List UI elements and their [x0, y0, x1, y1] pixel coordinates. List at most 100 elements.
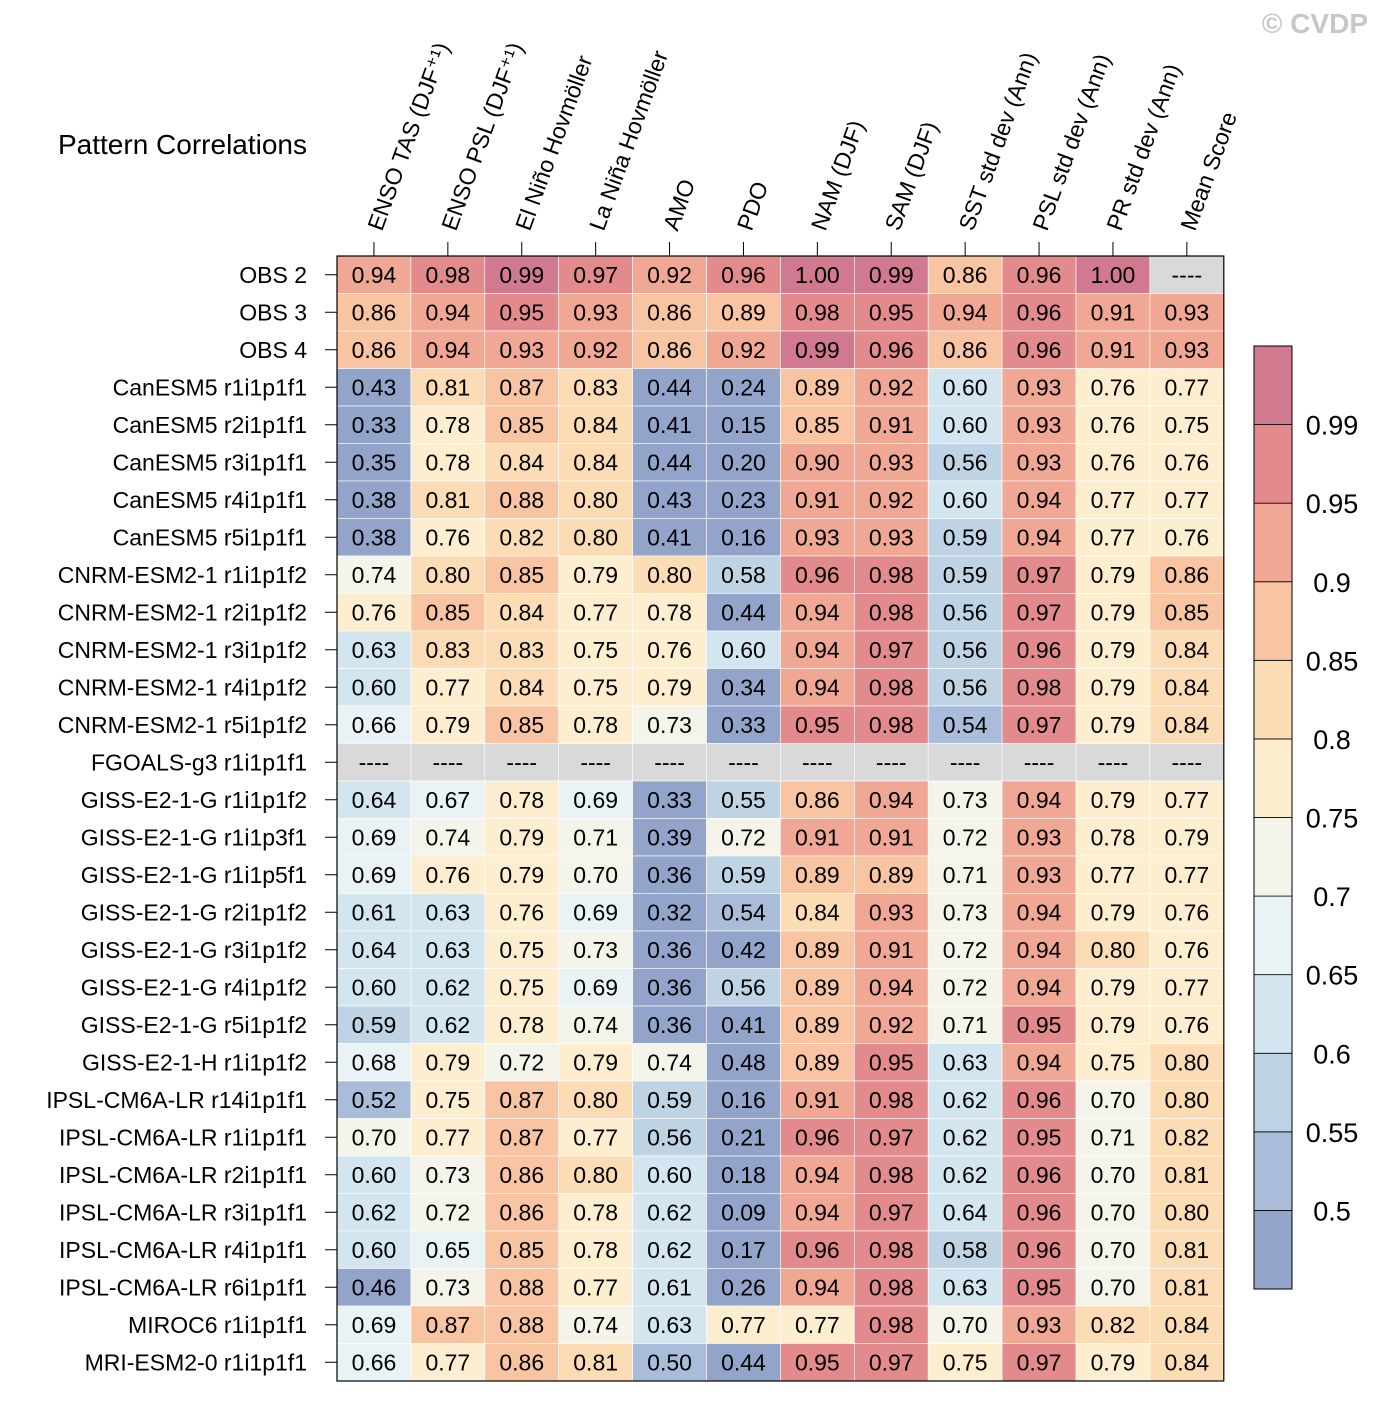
heatmap-cell: [780, 855, 855, 894]
heatmap-cell: [410, 555, 486, 594]
cell-value: 0.72: [943, 937, 988, 963]
cell-value: 0.72: [943, 824, 988, 850]
cell-value: 0.91: [869, 412, 914, 438]
cell-value: 0.63: [425, 899, 470, 925]
heatmap-cell: [853, 293, 929, 332]
cell-value: 0.70: [943, 1312, 988, 1338]
heatmap-cell: [853, 1118, 929, 1157]
cell-value: 0.77: [1091, 487, 1136, 513]
cell-value: 0.43: [647, 487, 692, 513]
heatmap-cell: [558, 1343, 633, 1382]
heatmap-cell: [1001, 255, 1077, 294]
heatmap-cell: [484, 1305, 559, 1344]
cell-value: 0.76: [1164, 449, 1209, 475]
cell-value: 0.98: [869, 1274, 914, 1300]
cell-value: 0.95: [795, 712, 840, 738]
cell-value: 0.60: [352, 1237, 397, 1263]
cell-value: 0.93: [1017, 412, 1062, 438]
heatmap-cell: [410, 293, 486, 332]
heatmap-cell: [1075, 1230, 1151, 1269]
heatmap-cell: [1149, 1043, 1225, 1082]
heatmap-cell: [853, 1043, 929, 1082]
cell-value: 0.98: [869, 1237, 914, 1263]
cell-value: 0.94: [1017, 1049, 1062, 1075]
cell-value: 0.77: [1091, 524, 1136, 550]
heatmap-cell: [558, 1230, 633, 1269]
cell-value: 0.59: [721, 862, 766, 888]
cell-value: 0.96: [869, 337, 914, 363]
cell-value: 0.96: [1017, 299, 1062, 325]
heatmap-cell: [706, 855, 781, 894]
heatmap-cell: [853, 1343, 929, 1382]
colorbar-label: 0.85: [1306, 646, 1359, 676]
cell-value: 0.62: [425, 974, 470, 1000]
cell-value: 0.76: [425, 862, 470, 888]
cell-value: 0.97: [573, 262, 618, 288]
heatmap-cell: [1001, 1305, 1077, 1344]
row-label: GISS-E2-1-G r2i1p1f2: [81, 899, 307, 925]
heatmap-cell: [1149, 818, 1225, 857]
heatmap-cell: [632, 1343, 707, 1382]
heatmap-cell: [780, 1118, 855, 1157]
cell-value: 0.83: [573, 374, 618, 400]
cell-value: 0.63: [352, 637, 397, 663]
cell-value: 0.80: [1164, 1049, 1209, 1075]
cell-value: 0.58: [721, 562, 766, 588]
heatmap-cell: [927, 668, 1003, 707]
cell-value: 0.56: [943, 637, 988, 663]
cell-value: 0.18: [721, 1162, 766, 1188]
cell-value: 0.95: [1017, 1124, 1062, 1150]
heatmap-cell: [780, 443, 855, 482]
heatmap-cell: [1075, 930, 1151, 969]
heatmap-cell: [927, 743, 1003, 782]
heatmap-cell: [1149, 1268, 1225, 1307]
cell-value: 0.94: [1017, 487, 1062, 513]
cell-value: 0.69: [573, 787, 618, 813]
heatmap-cell: [780, 1305, 855, 1344]
cell-value: 0.73: [647, 712, 692, 738]
cell-value: 0.94: [1017, 787, 1062, 813]
heatmap-cell: [410, 893, 486, 932]
cell-value: 0.86: [647, 299, 692, 325]
heatmap-cell: [927, 1118, 1003, 1157]
cell-value: 0.81: [425, 487, 470, 513]
heatmap-cell: [853, 893, 929, 932]
cell-value: 0.97: [869, 1199, 914, 1225]
heatmap-cell: [410, 930, 486, 969]
cell-value: 0.56: [943, 599, 988, 625]
cell-value: 0.77: [573, 1124, 618, 1150]
heatmap-cell: [1001, 818, 1077, 857]
cell-value: 0.72: [943, 974, 988, 1000]
cell-value: 0.79: [647, 674, 692, 700]
cell-value: 0.76: [425, 524, 470, 550]
heatmap-cell: [632, 1230, 707, 1269]
heatmap-cell: [632, 1043, 707, 1082]
row-label: CanESM5 r3i1p1f1: [113, 449, 307, 475]
heatmap-cell: [1149, 1305, 1225, 1344]
row-label: IPSL-CM6A-LR r2i1p1f1: [59, 1162, 307, 1188]
heatmap-cell: [632, 368, 707, 407]
cell-value: 0.63: [943, 1274, 988, 1300]
cell-value: 0.69: [352, 824, 397, 850]
heatmap-cell: [706, 1080, 781, 1119]
heatmap-cell: [410, 668, 486, 707]
cell-value: 0.86: [647, 337, 692, 363]
cell-value: 0.97: [1017, 562, 1062, 588]
cell-value: 0.92: [721, 337, 766, 363]
cell-value: 0.98: [1017, 674, 1062, 700]
colorbar-swatch: [1253, 895, 1293, 976]
cell-value: 0.93: [499, 337, 544, 363]
heatmap-cell: [853, 555, 929, 594]
row-label: OBS 4: [239, 337, 307, 363]
heatmap-cell: [1149, 480, 1225, 519]
cell-value: 0.98: [869, 1087, 914, 1113]
heatmap-cell: [1149, 1193, 1225, 1232]
cell-value: 0.70: [352, 1124, 397, 1150]
cell-value: 0.95: [795, 1349, 840, 1375]
cell-value: 0.78: [573, 1199, 618, 1225]
row-label: CNRM-ESM2-1 r4i1p1f2: [58, 674, 307, 700]
heatmap-cell: [632, 1305, 707, 1344]
heatmap-cell: [1149, 855, 1225, 894]
cell-value: 0.81: [1164, 1162, 1209, 1188]
heatmap-cell: [336, 1155, 412, 1194]
